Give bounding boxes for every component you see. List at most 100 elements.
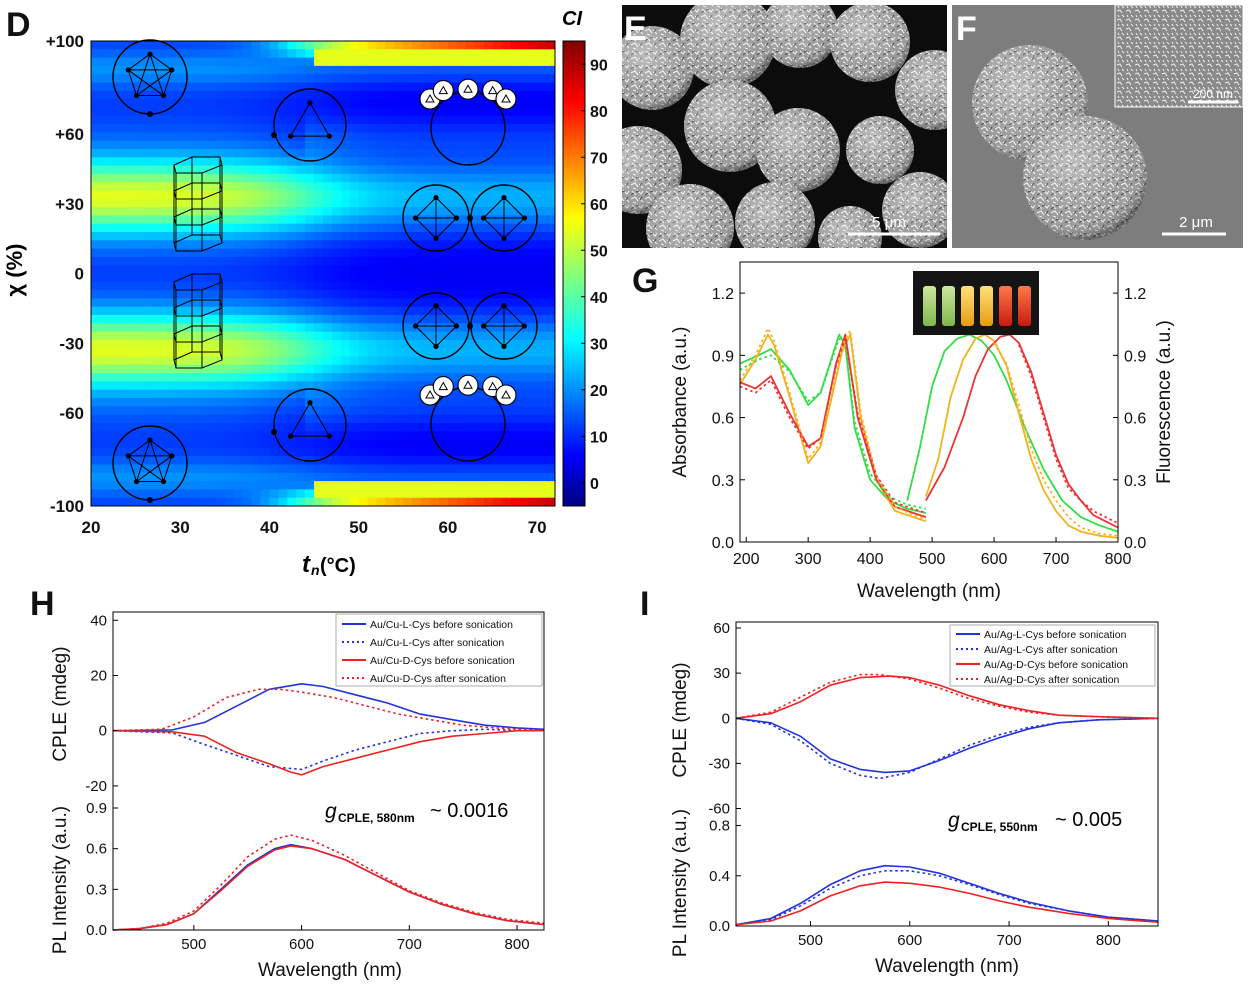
heatmap-cell (474, 348, 485, 358)
heatmap-cell (207, 124, 217, 133)
bond (290, 102, 311, 137)
heatmap-cell (233, 389, 244, 399)
heatmap-cell (260, 431, 271, 441)
heatmap-cell (215, 364, 226, 374)
heatmap-cell (314, 406, 324, 416)
heatmap-cell (456, 422, 467, 432)
heatmap-cell (358, 132, 369, 142)
heatmap-cell (108, 398, 119, 407)
heatmap-cell (144, 207, 155, 216)
heatmap-cell (207, 464, 217, 474)
heatmap-cell (323, 49, 333, 59)
heatmap-cell (501, 364, 511, 374)
heatmap-cell (305, 182, 315, 192)
heatmap-cell (296, 240, 306, 250)
heatmap-cell (376, 273, 387, 283)
heatmap-cell (180, 240, 190, 250)
heatmap-cell (108, 140, 119, 150)
y-tick-label: 1.2 (712, 286, 734, 303)
heatmap-cell (385, 90, 395, 100)
heatmap-cell (358, 148, 369, 158)
heatmap-cell (474, 431, 485, 441)
heatmap-cell (162, 489, 172, 499)
x-tick-label: 500 (919, 551, 946, 568)
heatmap-cell (519, 464, 529, 474)
x-tick-label: 60 (438, 518, 457, 537)
heatmap-cell (367, 41, 378, 50)
heatmap-cell (108, 57, 119, 67)
heatmap-cell (91, 256, 101, 266)
heatmap-cell (519, 481, 529, 490)
bond (309, 402, 330, 437)
heatmap-cell (367, 231, 378, 241)
heatmap-cell (465, 198, 476, 208)
heatmap-cell (153, 364, 163, 374)
heatmap-cell (108, 190, 119, 200)
heatmap-cell (242, 41, 253, 50)
heatmap-cell (251, 198, 262, 208)
heatmap-cell (465, 431, 476, 441)
heatmap-cell (305, 472, 315, 482)
heatmap-cell (510, 356, 520, 366)
y-axis-label-bottom: PL Intensity (a.u.) (50, 806, 71, 954)
heatmap-cell (492, 115, 503, 125)
heatmap-cell (99, 414, 110, 424)
heatmap-cell (412, 165, 422, 175)
heatmap-cell (269, 323, 279, 333)
heatmap-cell (314, 65, 324, 75)
heatmap-cell (180, 422, 190, 432)
heatmap-cell (349, 306, 360, 316)
heatmap-cell (465, 231, 476, 241)
heatmap-cell (224, 248, 235, 258)
heatmap-cell (483, 65, 494, 75)
heatmap-cell (528, 248, 538, 258)
heatmap-cell (314, 215, 324, 225)
heatmap-cell (278, 182, 288, 192)
heatmap-cell (305, 315, 315, 324)
heatmap-cell (323, 57, 333, 67)
heatmap-cell (135, 306, 146, 316)
heatmap-cell (376, 348, 387, 358)
heatmap-cell (108, 348, 119, 358)
heatmap-cell (99, 124, 110, 133)
heatmap-cell (242, 207, 253, 216)
heatmap-cell (474, 124, 485, 133)
heatmap-cell (492, 439, 503, 449)
heatmap-cell (546, 173, 555, 183)
heatmap-cell (439, 456, 449, 466)
heatmap-cell (349, 298, 360, 308)
heatmap-cell (385, 107, 395, 117)
heatmap-cell (501, 323, 511, 333)
heatmap-cell (126, 124, 137, 133)
heatmap-cell (108, 489, 119, 499)
heatmap-cell (108, 256, 119, 266)
heatmap-cell (108, 422, 119, 432)
x-tick-label: 600 (897, 932, 922, 949)
heatmap-cell (215, 190, 226, 200)
heatmap-cell (456, 265, 467, 275)
heatmap-cell (492, 273, 503, 283)
heatmap-cell (117, 57, 128, 67)
heatmap-cell (537, 99, 547, 109)
heatmap-cell (546, 207, 555, 216)
heatmap-cell (99, 190, 110, 200)
heatmap-cell (474, 356, 485, 366)
bond (127, 455, 137, 482)
heatmap-cell (198, 157, 208, 167)
heatmap-cell (153, 497, 163, 506)
heatmap-cell (198, 439, 208, 449)
heatmap-cell (421, 472, 431, 482)
heatmap-cell (501, 256, 511, 266)
heatmap-cell (421, 348, 431, 358)
heatmap-cell (215, 339, 226, 349)
heatmap-cell (412, 248, 422, 258)
heatmap-cell (385, 148, 395, 158)
heatmap-cell (278, 148, 288, 158)
heatmap-cell (153, 223, 163, 233)
heatmap-cell (242, 389, 253, 399)
heatmap-cell (287, 49, 297, 59)
heatmap-cell (528, 157, 538, 167)
y-tick-label-right: 0.9 (1124, 348, 1146, 365)
heatmap-cell (412, 290, 422, 300)
